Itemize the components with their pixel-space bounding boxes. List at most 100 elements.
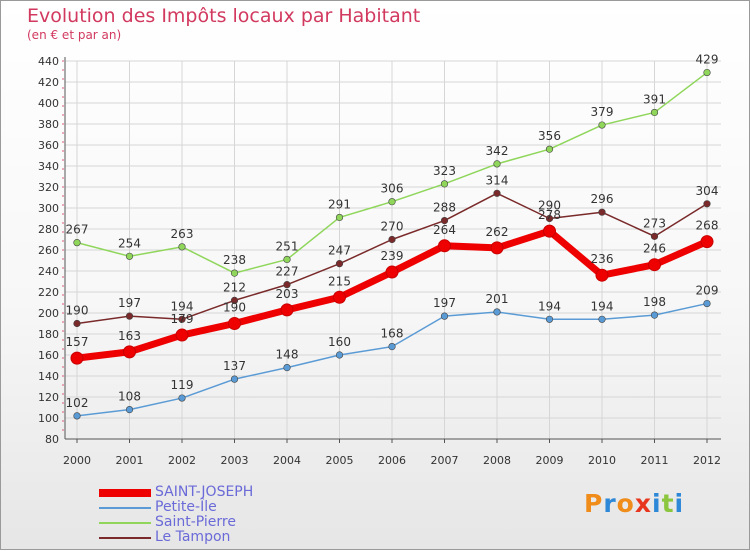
x-tick-label: 2006	[378, 454, 406, 467]
data-point-saint-joseph	[70, 351, 84, 365]
data-point-saint-joseph	[490, 241, 504, 255]
data-point-saint-pierre	[125, 252, 134, 260]
data-point-saint-pierre	[335, 213, 344, 222]
data-label-le-tampon: 270	[381, 220, 404, 234]
y-tick-label: 100	[38, 412, 59, 425]
data-label-le-tampon: 296	[591, 192, 614, 206]
data-point-saint-joseph	[123, 345, 136, 359]
data-point-petite-i-le	[73, 412, 81, 420]
data-point-saint-joseph	[648, 258, 661, 272]
brand-letter: o	[616, 489, 635, 518]
x-tick-label: 2004	[273, 454, 301, 467]
x-tick-label: 2000	[63, 454, 91, 467]
data-label-saint-pierre: 267	[66, 223, 89, 237]
data-point-petite-i-le	[335, 351, 344, 359]
data-point-saint-joseph	[543, 224, 556, 238]
data-point-le-tampon	[230, 296, 239, 305]
brand-logo: Proxiti	[584, 489, 684, 518]
data-point-le-tampon	[178, 315, 186, 323]
y-tick-label: 160	[38, 349, 59, 362]
data-point-petite-i-le	[230, 375, 239, 383]
data-point-le-tampon	[493, 189, 501, 197]
x-tick-label: 2003	[221, 454, 249, 467]
data-point-saint-pierre	[650, 108, 659, 117]
data-point-petite-i-le	[703, 299, 711, 308]
data-point-saint-joseph	[595, 268, 609, 282]
legend-label: Petite-Île	[155, 499, 217, 515]
data-label-petite-i-le: 108	[118, 390, 141, 404]
data-point-petite-i-le	[545, 315, 554, 323]
data-point-saint-pierre	[178, 243, 186, 251]
data-point-petite-i-le	[440, 312, 449, 320]
data-label-le-tampon: 273	[643, 216, 666, 230]
data-label-le-tampon: 212	[223, 280, 246, 294]
data-point-saint-pierre	[283, 255, 291, 264]
brand-letter: t	[661, 489, 675, 518]
data-label-petite-i-le: 168	[381, 327, 404, 341]
data-label-le-tampon: 304	[696, 184, 719, 198]
y-tick-label: 80	[45, 433, 59, 446]
data-point-saint-joseph	[700, 235, 714, 249]
data-label-petite-i-le: 209	[696, 284, 719, 298]
data-label-petite-i-le: 148	[276, 348, 299, 362]
data-label-saint-pierre: 391	[643, 92, 666, 106]
data-label-saint-joseph: 190	[223, 301, 246, 315]
x-tick-label: 2007	[431, 454, 459, 467]
data-label-saint-pierre: 323	[433, 164, 456, 178]
y-tick-label: 360	[38, 139, 59, 152]
data-point-le-tampon	[545, 214, 554, 223]
data-label-le-tampon: 247	[328, 244, 351, 258]
data-point-le-tampon	[703, 200, 711, 208]
brand-letter: r	[603, 489, 617, 518]
data-point-saint-joseph	[438, 239, 451, 253]
data-label-saint-joseph: 203	[276, 287, 299, 301]
data-label-saint-joseph: 264	[433, 223, 456, 237]
data-label-saint-pierre: 251	[276, 239, 299, 253]
x-tick-label: 2011	[641, 454, 669, 467]
y-tick-label: 260	[38, 244, 59, 257]
data-label-petite-i-le: 160	[328, 335, 351, 349]
data-point-le-tampon	[598, 208, 606, 216]
data-label-petite-i-le: 119	[171, 378, 194, 392]
data-label-saint-joseph: 179	[171, 312, 194, 326]
legend-swatch	[99, 522, 151, 524]
y-tick-label: 140	[38, 370, 59, 383]
data-label-saint-pierre: 238	[223, 253, 246, 267]
data-label-saint-pierre: 429	[696, 53, 719, 67]
data-label-saint-pierre: 254	[118, 236, 141, 250]
y-tick-label: 300	[38, 202, 59, 215]
data-label-saint-joseph: 239	[381, 249, 404, 263]
brand-letter: x	[634, 489, 652, 518]
data-point-petite-i-le	[178, 394, 186, 402]
y-tick-label: 120	[38, 391, 59, 404]
data-point-le-tampon	[283, 281, 291, 289]
data-label-saint-joseph: 163	[118, 329, 141, 343]
data-label-petite-i-le: 102	[66, 396, 89, 410]
data-label-le-tampon: 288	[433, 201, 456, 215]
y-tick-label: 320	[38, 181, 59, 194]
data-label-saint-joseph: 268	[696, 219, 719, 233]
legend-label: Saint-Pierre	[155, 514, 236, 530]
y-tick-label: 240	[38, 265, 59, 278]
data-point-saint-pierre	[493, 160, 501, 168]
data-point-petite-i-le	[493, 308, 501, 316]
data-point-petite-i-le	[598, 315, 606, 323]
data-label-le-tampon: 194	[171, 299, 194, 313]
data-label-saint-pierre: 263	[171, 227, 194, 241]
data-point-saint-joseph	[280, 303, 294, 317]
data-label-saint-joseph: 246	[643, 242, 666, 256]
data-label-petite-i-le: 194	[538, 299, 561, 313]
data-label-saint-pierre: 291	[328, 197, 351, 211]
legend-label: Le Tampon	[155, 529, 231, 545]
data-point-petite-i-le	[650, 311, 659, 319]
legend-swatch	[99, 537, 151, 539]
brand-letter: P	[584, 489, 604, 518]
y-tick-label: 380	[38, 118, 59, 131]
data-point-petite-i-le	[283, 364, 291, 372]
data-point-petite-i-le	[388, 343, 396, 351]
data-label-petite-i-le: 197	[433, 296, 456, 310]
data-label-le-tampon: 227	[276, 265, 299, 279]
legend-swatch	[99, 489, 151, 497]
